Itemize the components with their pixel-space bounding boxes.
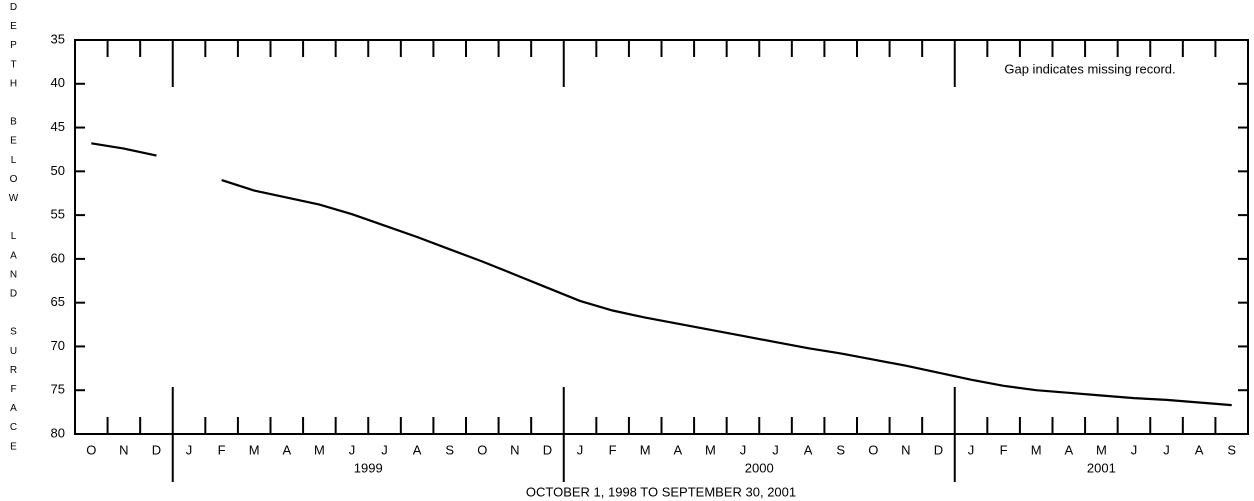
year-label: 2001 <box>1087 460 1116 475</box>
data-line <box>91 142 1232 407</box>
x-axis-label: OCTOBER 1, 1998 TO SEPTEMBER 30, 2001 <box>526 484 796 499</box>
y-tick-label: 60 <box>51 250 65 265</box>
x-tick-label: F <box>218 442 226 457</box>
x-tick-label: N <box>510 442 519 457</box>
x-tick-label: J <box>968 442 975 457</box>
x-tick-label: N <box>901 442 910 457</box>
y-tick-label: 65 <box>51 294 65 309</box>
x-tick-label: J <box>772 442 779 457</box>
x-tick-label: O <box>477 442 487 457</box>
x-tick-label: J <box>349 442 356 457</box>
x-tick-label: A <box>673 442 682 457</box>
y-tick-label: 75 <box>51 382 65 397</box>
x-tick-label: O <box>86 442 96 457</box>
x-tick-label: A <box>804 442 813 457</box>
x-tick-label: M <box>1031 442 1042 457</box>
y-tick-label: 35 <box>51 31 65 46</box>
x-tick-label: S <box>1227 442 1236 457</box>
x-tick-label: S <box>445 442 454 457</box>
y-tick-label: 70 <box>51 338 65 353</box>
annotation: Gap indicates missing record. <box>1004 61 1175 76</box>
x-tick-label: M <box>1096 442 1107 457</box>
x-tick-label: O <box>868 442 878 457</box>
x-tick-label: J <box>1163 442 1170 457</box>
x-tick-label: A <box>1195 442 1204 457</box>
year-label: 1999 <box>354 460 383 475</box>
x-tick-label: D <box>152 442 161 457</box>
y-tick-label: 45 <box>51 119 65 134</box>
y-tick-label: 80 <box>51 425 65 440</box>
y-tick-label: 55 <box>51 207 65 222</box>
y-axis-label: DEPTH BELOW LAND SURFACE <box>8 2 19 461</box>
x-tick-label: M <box>249 442 260 457</box>
x-tick-label: D <box>543 442 552 457</box>
y-tick-label: 50 <box>51 163 65 178</box>
x-tick-label: J <box>740 442 747 457</box>
x-tick-label: F <box>1000 442 1008 457</box>
x-tick-label: A <box>1064 442 1073 457</box>
x-tick-label: M <box>640 442 651 457</box>
x-tick-label: N <box>119 442 128 457</box>
y-tick-label: 40 <box>51 75 65 90</box>
year-label: 2000 <box>745 460 774 475</box>
x-tick-label: S <box>836 442 845 457</box>
x-tick-label: M <box>314 442 325 457</box>
x-tick-label: J <box>1131 442 1138 457</box>
plot-frame <box>74 39 1249 435</box>
x-tick-label: A <box>413 442 422 457</box>
x-tick-label: F <box>609 442 617 457</box>
x-tick-label: J <box>381 442 388 457</box>
x-tick-label: J <box>577 442 584 457</box>
x-tick-label: M <box>705 442 716 457</box>
x-tick-label: A <box>282 442 291 457</box>
x-tick-label: J <box>186 442 193 457</box>
x-tick-label: D <box>934 442 943 457</box>
